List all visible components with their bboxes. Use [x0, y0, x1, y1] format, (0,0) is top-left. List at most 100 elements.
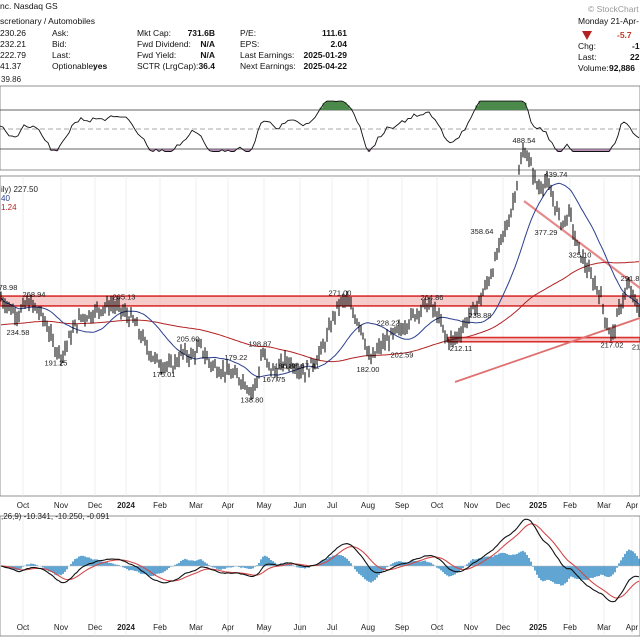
hdr-lastearn-label: Last Earnings: [240, 50, 294, 60]
price-annotation: 205.60 [177, 335, 200, 344]
macd-hist-bar [374, 566, 376, 580]
rsi-fill [580, 149, 584, 152]
hdr-change-value: -5.7 [617, 30, 632, 40]
rsi-fill [595, 149, 599, 152]
macd-hist-bar [462, 566, 464, 568]
macd-hist-bar [386, 566, 388, 568]
macd-hist-bar [302, 566, 304, 569]
header-panel: nc. Nasdaq GS scretionary / Automobiles … [0, 1, 640, 73]
price-annotations: 78.98 268.94 265.13 234.58 191.25 205.60 175.0… [0, 136, 640, 405]
macd-hist-bar [110, 563, 112, 566]
hdr-chg-value: -1 [632, 41, 640, 51]
macd-hist-bar [616, 566, 618, 568]
macd-hist-bar [220, 566, 222, 570]
macd-hist-bar [470, 560, 472, 566]
x-tick-label: May [256, 623, 271, 632]
macd-hist-bar [480, 558, 482, 566]
macd-hist-bar [208, 565, 210, 566]
macd-hist-bar [578, 566, 580, 580]
macd-hist-bar [366, 566, 368, 581]
rsi-fill [514, 101, 518, 110]
x-tick-label: Dec [88, 623, 102, 632]
macd-hist-bar [552, 566, 554, 583]
price-annotation: 198.87 [249, 339, 272, 348]
macd-hist-bar [484, 556, 486, 566]
rsi-fill [499, 101, 503, 110]
macd-hist-bar [524, 552, 526, 566]
x-tick-label: Apr [222, 501, 235, 510]
price-annotation: 175.01 [153, 370, 176, 379]
macd-hist-bar [592, 566, 594, 578]
rsi-fill [169, 149, 173, 152]
hdr-bid-label: Bid: [52, 39, 67, 49]
macd-hist-bar [76, 558, 78, 566]
macd-hist-bar [632, 551, 634, 566]
x-tick-label: Mar [597, 623, 611, 632]
macd-hist-bar [560, 566, 562, 586]
x-tick-label: Sep [395, 623, 410, 632]
hdr-chg-label: Chg: [578, 41, 596, 51]
macd-hist-bar [476, 559, 478, 566]
price-annotation: 377.29 [535, 228, 558, 237]
macd-hist-bar [158, 566, 160, 574]
hdr-fwddiv-label: Fwd Dividend: [137, 39, 191, 49]
hdr-c1-r1: 230.26 [0, 28, 26, 38]
macd-hist-bar [304, 566, 306, 569]
macd-hist-bar [178, 562, 180, 566]
macd-hist-bar [116, 564, 118, 566]
macd-hist-bar [416, 560, 418, 566]
macd-hist-bar [168, 566, 170, 569]
macd-hist-bar [22, 566, 24, 567]
macd-hist-bar [84, 556, 86, 566]
macd-hist-bar [52, 566, 54, 573]
price-annotation: 179.22 [225, 353, 248, 362]
macd-hist-bar [240, 566, 242, 568]
macd-hist-bar [424, 560, 426, 566]
macd-hist-bar [354, 566, 356, 570]
macd-gridlines [22, 516, 633, 636]
macd-hist-bar [580, 566, 582, 581]
macd-hist-bar [88, 557, 90, 566]
macd-hist-bar [558, 566, 560, 585]
macd-hist-bar [62, 566, 64, 574]
macd-hist-bar [338, 554, 340, 566]
x-tick-label: Apr [222, 623, 235, 632]
rsi-fill [604, 149, 608, 152]
macd-hist-bar [508, 554, 510, 566]
macd-hist-bar [538, 566, 540, 578]
rsi-fill [556, 149, 560, 152]
macd-hist-bar [564, 566, 566, 584]
rsi-fill [484, 101, 488, 110]
macd-hist-bar [504, 553, 506, 566]
macd-hist-bar [450, 566, 452, 576]
hdr-eps-label: EPS: [240, 39, 259, 49]
macd-hist-bar [562, 566, 564, 586]
macd-hist-bar [330, 556, 332, 566]
hdr-sctr-label: SCTR (LrgCap): [137, 61, 198, 71]
x-tick-label: Oct [17, 501, 30, 510]
macd-hist-bar [204, 562, 206, 566]
macd-hist-bar [206, 563, 208, 566]
macd-hist-bar [500, 552, 502, 566]
macd-hist-bar [466, 564, 468, 566]
macd-hist-bar [372, 566, 374, 582]
macd-hist-bar [226, 566, 228, 568]
rsi-fill [346, 105, 350, 110]
macd-hist-bar [28, 564, 30, 566]
macd-hist-bar [260, 559, 262, 566]
macd-hist-bar [364, 566, 366, 580]
x-tick-label: Feb [153, 501, 167, 510]
macd-hist-bar [156, 566, 158, 574]
rsi-fill [211, 149, 215, 152]
macd-hist-bar [214, 566, 216, 568]
macd-hist-bar [432, 564, 434, 566]
macd-hist-bar [298, 566, 300, 568]
rsi-fill [583, 149, 587, 152]
rsi-fill [505, 101, 509, 110]
macd-hist-bar [164, 566, 166, 572]
hdr-mktcap-value: 731.6B [188, 28, 215, 38]
sma-long-line [0, 261, 639, 363]
rsi-fill [520, 101, 524, 110]
x-axis-labels-price: Oct Nov Dec 2024 Feb Mar Apr May Jun Jul Aug Sep Oct… [17, 501, 639, 510]
